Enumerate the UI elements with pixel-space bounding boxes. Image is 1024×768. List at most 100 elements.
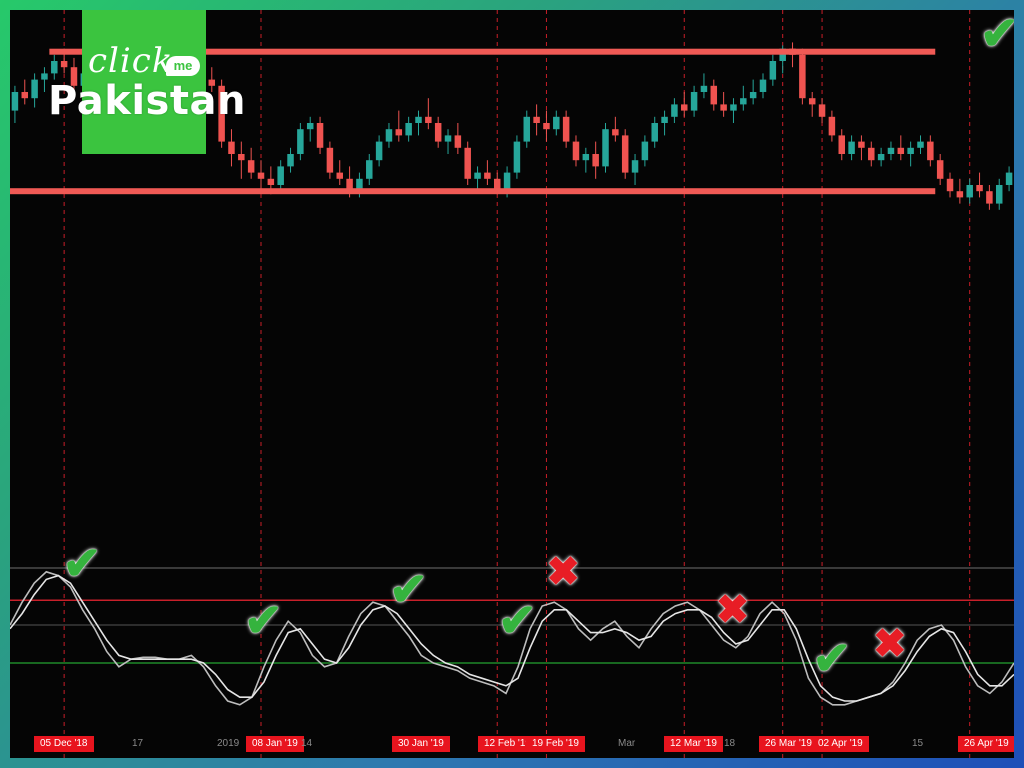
- candle-body: [31, 79, 38, 99]
- candle-body: [848, 141, 855, 154]
- candle-body: [51, 61, 58, 74]
- x-axis-label: 19 Feb '19: [526, 736, 585, 752]
- price-chart: [10, 10, 1014, 758]
- x-axis-label: 12 Feb '19: [478, 736, 537, 752]
- candle-body: [316, 123, 324, 148]
- candle-body: [474, 172, 481, 179]
- x-axis-label: 26 Apr '19: [958, 736, 1014, 752]
- candle-body: [208, 79, 216, 86]
- candle-body: [730, 104, 737, 111]
- candle-body: [11, 92, 19, 111]
- cross-icon: ✖: [715, 587, 750, 632]
- candle-body: [868, 147, 875, 161]
- candle-body: [346, 178, 353, 192]
- candle-body: [297, 129, 304, 154]
- candle-body: [759, 79, 767, 92]
- candle-body: [818, 104, 826, 117]
- checkmark-icon: ✔: [498, 593, 537, 646]
- candle-body: [671, 104, 678, 117]
- candle-body: [257, 172, 265, 179]
- candle-body: [927, 141, 934, 161]
- candle-body: [356, 178, 363, 192]
- candle-body: [60, 61, 68, 68]
- x-axis-label: 08 Jan '19: [246, 736, 304, 752]
- candle-body: [454, 135, 462, 148]
- candle-body: [21, 92, 29, 99]
- checkmark-icon: ✔: [980, 10, 1014, 59]
- candle-body: [444, 135, 452, 142]
- candle-body: [434, 123, 442, 142]
- candle-body: [484, 172, 491, 179]
- candle-body: [425, 116, 432, 123]
- candle-body: [277, 166, 284, 185]
- candle-body: [877, 154, 885, 161]
- candle-body: [749, 92, 757, 99]
- x-axis-label: 30 Jan '19: [392, 736, 450, 752]
- candle-body: [228, 141, 235, 154]
- candle-body: [572, 141, 580, 161]
- logo-me-badge: me: [166, 56, 200, 76]
- candle-body: [562, 116, 570, 142]
- candle-body: [661, 116, 668, 123]
- x-axis-label: 17: [132, 738, 144, 749]
- candle-body: [493, 178, 501, 192]
- candle-body: [838, 135, 845, 154]
- stoch-d-line: [10, 574, 1014, 702]
- x-axis-label: 2019: [217, 738, 240, 749]
- x-axis-label: 05 Dec '18: [34, 736, 94, 752]
- candle-body: [326, 147, 334, 173]
- candle-body: [976, 185, 983, 192]
- resistance-line: [49, 48, 936, 55]
- support-line: [10, 188, 936, 195]
- candle-body: [592, 154, 599, 167]
- candle-body: [907, 147, 914, 154]
- x-axis-label: 15: [912, 738, 924, 749]
- checkmark-icon: ✔: [244, 593, 283, 646]
- candle-body: [366, 160, 373, 179]
- candle-body: [720, 104, 727, 111]
- candle-body: [533, 116, 540, 123]
- candle-body: [710, 85, 718, 105]
- candle-body: [956, 191, 964, 198]
- candle-body: [238, 154, 245, 161]
- candle-body: [395, 129, 403, 136]
- candle-body: [70, 67, 78, 86]
- candle-body: [641, 141, 649, 161]
- logo-pakistan-text: Pakistan: [48, 78, 246, 124]
- candle-body: [553, 116, 560, 130]
- x-axis-label: 12 Mar '19: [664, 736, 723, 752]
- candle-body: [306, 123, 314, 130]
- candle-body: [621, 135, 629, 173]
- candle-body: [917, 141, 924, 148]
- candle-body: [690, 92, 698, 111]
- candle-body: [936, 160, 944, 179]
- candle-body: [375, 141, 383, 161]
- x-axis-label: 18: [724, 738, 736, 749]
- candle-body: [464, 147, 471, 179]
- candle-body: [602, 129, 609, 167]
- candle-body: [681, 104, 688, 111]
- candle-body: [828, 116, 836, 136]
- candle-body: [513, 141, 521, 173]
- candle-body: [385, 129, 393, 142]
- x-axis-label: 02 Apr '19: [812, 736, 869, 752]
- candle-body: [631, 160, 639, 173]
- candle-body: [415, 116, 422, 123]
- candle-body: [405, 123, 412, 136]
- candle-body: [779, 48, 786, 61]
- x-axis-label: 14: [301, 738, 313, 749]
- candle-body: [543, 123, 550, 130]
- candle-body: [808, 98, 816, 105]
- candle-body: [887, 147, 895, 154]
- candle-body: [1005, 172, 1013, 185]
- cross-icon: ✖: [873, 622, 907, 666]
- candle-body: [946, 178, 954, 192]
- candle-body: [966, 185, 973, 198]
- candle-body: [995, 185, 1003, 204]
- candle-body: [612, 129, 619, 136]
- logo-click-text: click: [88, 41, 174, 81]
- candle-body: [769, 61, 777, 80]
- candle-body: [336, 172, 343, 179]
- candle-body: [247, 160, 255, 173]
